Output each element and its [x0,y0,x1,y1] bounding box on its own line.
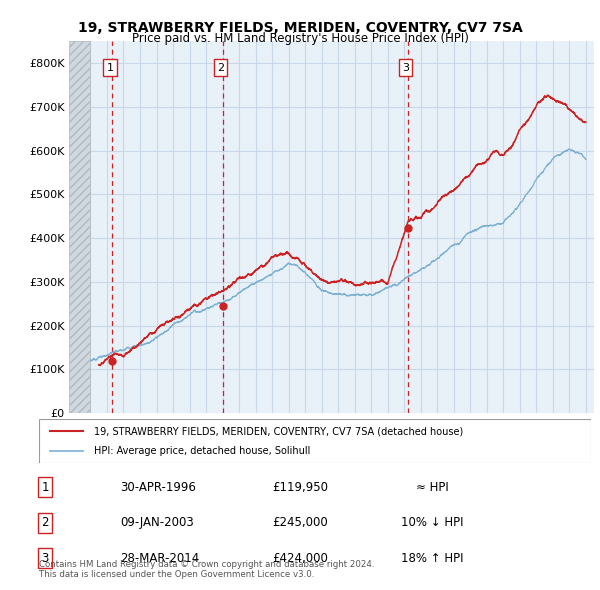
Text: £245,000: £245,000 [272,516,328,529]
Text: Price paid vs. HM Land Registry's House Price Index (HPI): Price paid vs. HM Land Registry's House … [131,32,469,45]
Text: Contains HM Land Registry data © Crown copyright and database right 2024.
This d: Contains HM Land Registry data © Crown c… [39,560,374,579]
Text: 2: 2 [41,516,49,529]
Text: 3: 3 [402,63,409,73]
Text: 28-MAR-2014: 28-MAR-2014 [120,552,199,565]
Text: 1: 1 [106,63,113,73]
Text: ≈ HPI: ≈ HPI [416,481,448,494]
Text: £119,950: £119,950 [272,481,328,494]
Text: 19, STRAWBERRY FIELDS, MERIDEN, COVENTRY, CV7 7SA: 19, STRAWBERRY FIELDS, MERIDEN, COVENTRY… [77,21,523,35]
Text: 3: 3 [41,552,49,565]
Text: 10% ↓ HPI: 10% ↓ HPI [401,516,463,529]
Text: 18% ↑ HPI: 18% ↑ HPI [401,552,463,565]
Text: £424,000: £424,000 [272,552,328,565]
FancyBboxPatch shape [39,419,591,463]
Text: 19, STRAWBERRY FIELDS, MERIDEN, COVENTRY, CV7 7SA (detached house): 19, STRAWBERRY FIELDS, MERIDEN, COVENTRY… [94,427,463,436]
Text: HPI: Average price, detached house, Solihull: HPI: Average price, detached house, Soli… [94,446,311,455]
Text: 1: 1 [41,481,49,494]
Text: 2: 2 [217,63,224,73]
Bar [69,41,91,413]
Text: 30-APR-1996: 30-APR-1996 [120,481,196,494]
Text: 09-JAN-2003: 09-JAN-2003 [120,516,194,529]
